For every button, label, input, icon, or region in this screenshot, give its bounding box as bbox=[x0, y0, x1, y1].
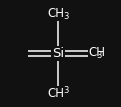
Text: Si: Si bbox=[52, 47, 64, 60]
Text: CH: CH bbox=[89, 46, 106, 59]
Text: CH: CH bbox=[47, 87, 64, 100]
Text: CH: CH bbox=[47, 7, 64, 20]
Text: 3: 3 bbox=[96, 51, 101, 60]
Text: 3: 3 bbox=[64, 12, 69, 21]
Text: 3: 3 bbox=[64, 86, 69, 95]
